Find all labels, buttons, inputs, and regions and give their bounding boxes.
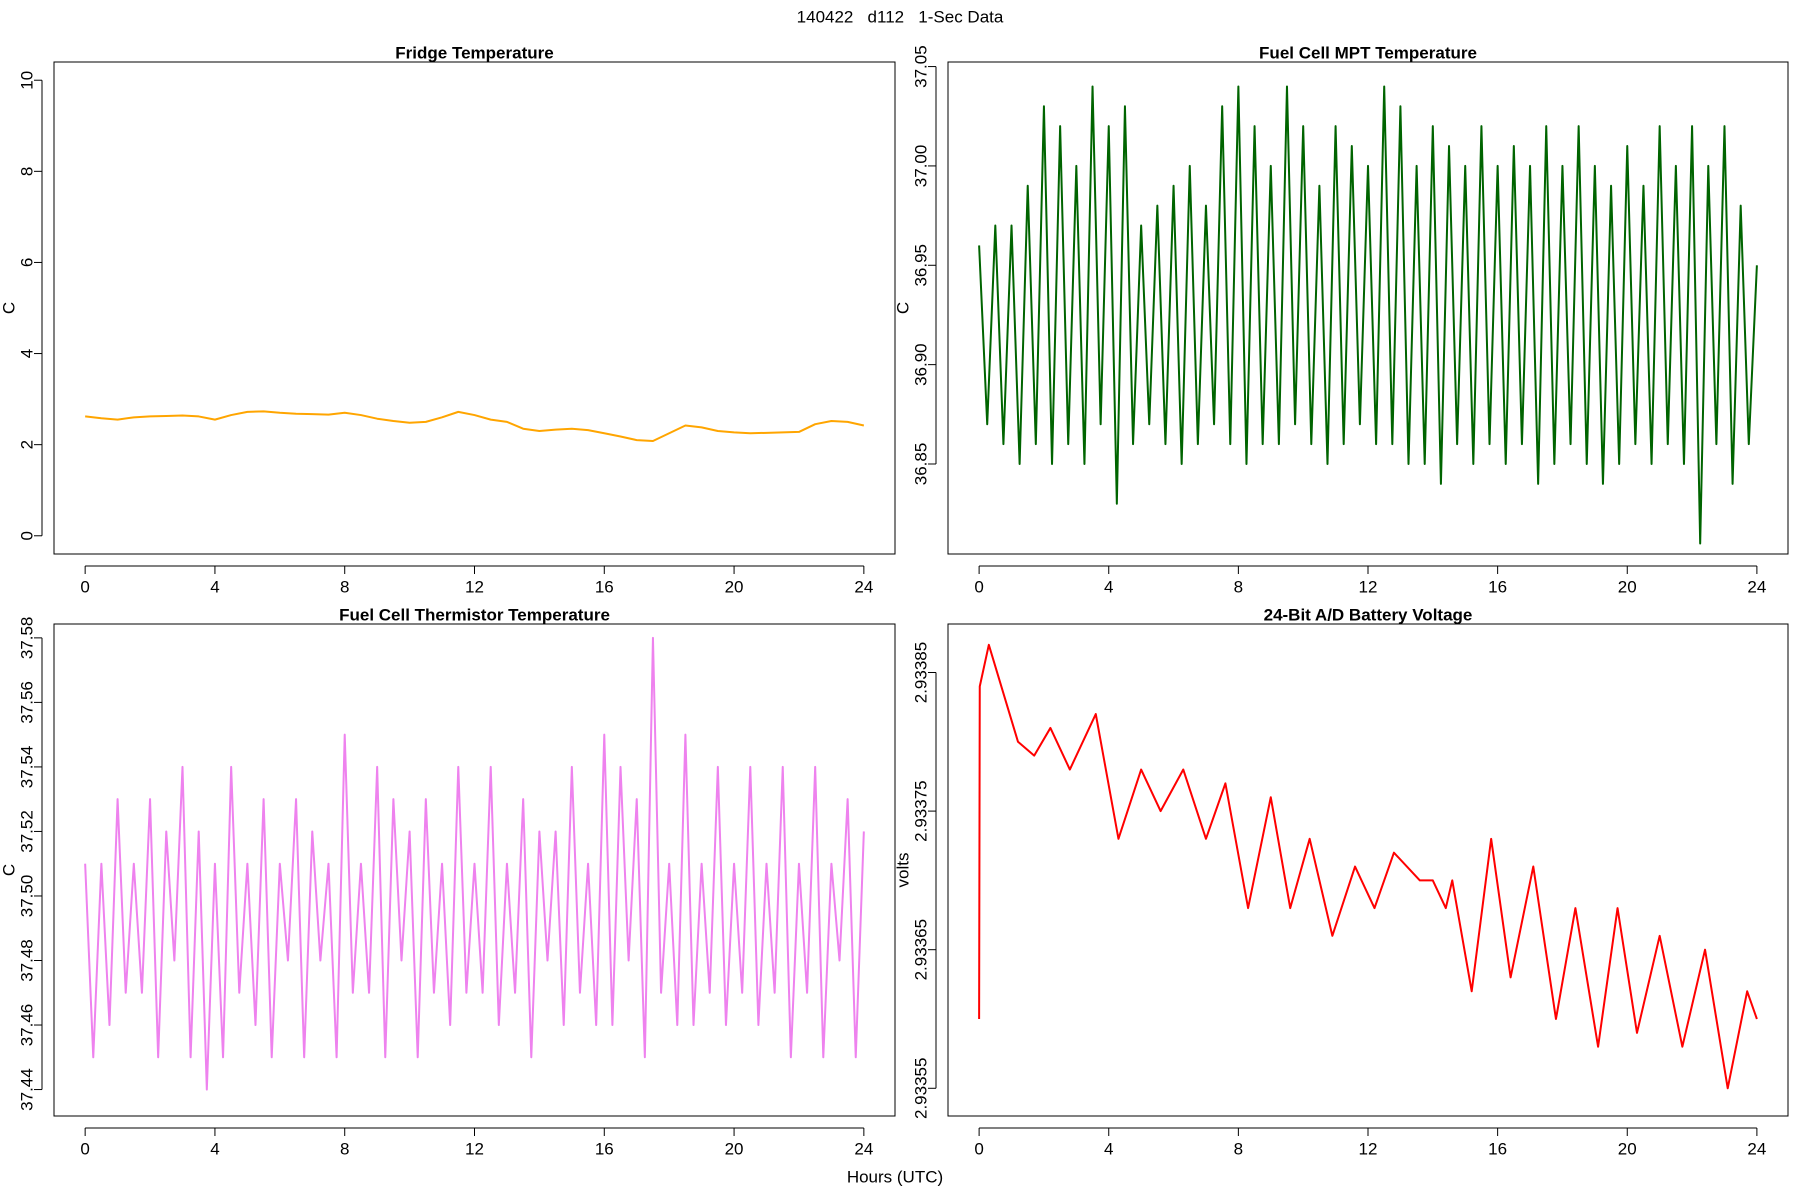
- y-tick-label: 36.95: [911, 244, 930, 287]
- x-tick-label: 16: [1488, 1139, 1507, 1158]
- y-tick-label: 6: [17, 258, 36, 267]
- y-tick-label: 37.00: [911, 145, 930, 188]
- x-tick-label: 12: [1359, 577, 1378, 596]
- x-tick-label: 0: [974, 1139, 983, 1158]
- y-tick-label: 4: [17, 349, 36, 358]
- y-tick-label: 2.93385: [911, 642, 930, 703]
- x-tick-label: 24: [1747, 1139, 1766, 1158]
- x-tick-label: 8: [340, 577, 349, 596]
- y-tick-label: 0: [17, 531, 36, 540]
- plot-frame: [947, 61, 1789, 555]
- x-tick-label: 20: [725, 1139, 744, 1158]
- y-tick-label: 37.05: [911, 45, 930, 88]
- data-line: [85, 410, 865, 443]
- x-tick-label: 4: [210, 577, 219, 596]
- y-axis-label: C: [893, 302, 912, 314]
- plot-frame: [53, 623, 896, 1117]
- x-tick-label: 8: [340, 1139, 349, 1158]
- y-tick-label: 8: [17, 167, 36, 176]
- x-tick-label: 12: [465, 1139, 484, 1158]
- x-tick-label: 0: [974, 577, 983, 596]
- x-tick-label: 24: [1747, 577, 1766, 596]
- x-tick-label: 16: [1488, 577, 1507, 596]
- plot-frame: [947, 623, 1789, 1117]
- x-tick-label: 20: [1618, 1139, 1637, 1158]
- x-tick-label: 4: [1104, 1139, 1113, 1158]
- y-axis-label: volts: [893, 853, 912, 888]
- plot-frame: [53, 61, 896, 555]
- chart-title: 24-Bit A/D Battery Voltage: [1264, 605, 1473, 624]
- y-tick-label: 36.90: [911, 343, 930, 386]
- y-tick-label: 2: [17, 440, 36, 449]
- y-tick-label: 37.58: [17, 617, 36, 660]
- x-tick-label: 24: [854, 577, 873, 596]
- y-axis-label: C: [0, 864, 18, 876]
- x-tick-label: 0: [80, 577, 89, 596]
- x-tick-label: 12: [465, 577, 484, 596]
- y-tick-label: 10: [17, 71, 36, 90]
- y-tick-label: 37.50: [17, 875, 36, 918]
- data-line: [84, 636, 865, 1091]
- x-tick-label: 20: [725, 577, 744, 596]
- chart-title: Fuel Cell Thermistor Temperature: [339, 605, 610, 624]
- y-tick-label: 37.46: [17, 1004, 36, 1047]
- y-tick-label: 37.54: [17, 746, 36, 789]
- x-tick-label: 16: [595, 577, 614, 596]
- y-axis-label: C: [0, 302, 18, 314]
- x-tick-label: 4: [210, 1139, 219, 1158]
- x-tick-label: 16: [595, 1139, 614, 1158]
- y-tick-label: 37.52: [17, 810, 36, 853]
- chart-title: Fridge Temperature: [395, 43, 553, 62]
- y-tick-label: 36.85: [911, 443, 930, 486]
- x-axis-label: Hours (UTC): [847, 1167, 943, 1186]
- y-tick-label: 37.44: [17, 1068, 36, 1111]
- data-line: [978, 643, 1758, 1090]
- figure-title: 140422 d112 1-Sec Data: [797, 7, 1004, 26]
- y-tick-label: 2.93375: [911, 780, 930, 841]
- y-tick-label: 2.93365: [911, 919, 930, 980]
- data-line: [978, 85, 1758, 545]
- x-tick-label: 0: [80, 1139, 89, 1158]
- x-tick-label: 20: [1618, 577, 1637, 596]
- y-tick-label: 2.93355: [911, 1058, 930, 1119]
- x-tick-label: 24: [854, 1139, 873, 1158]
- x-tick-label: 8: [1234, 1139, 1243, 1158]
- x-tick-label: 4: [1104, 577, 1113, 596]
- y-tick-label: 37.48: [17, 939, 36, 982]
- x-tick-label: 12: [1359, 1139, 1378, 1158]
- chart-title: Fuel Cell MPT Temperature: [1259, 43, 1477, 62]
- x-tick-label: 8: [1234, 577, 1243, 596]
- y-tick-label: 37.56: [17, 681, 36, 724]
